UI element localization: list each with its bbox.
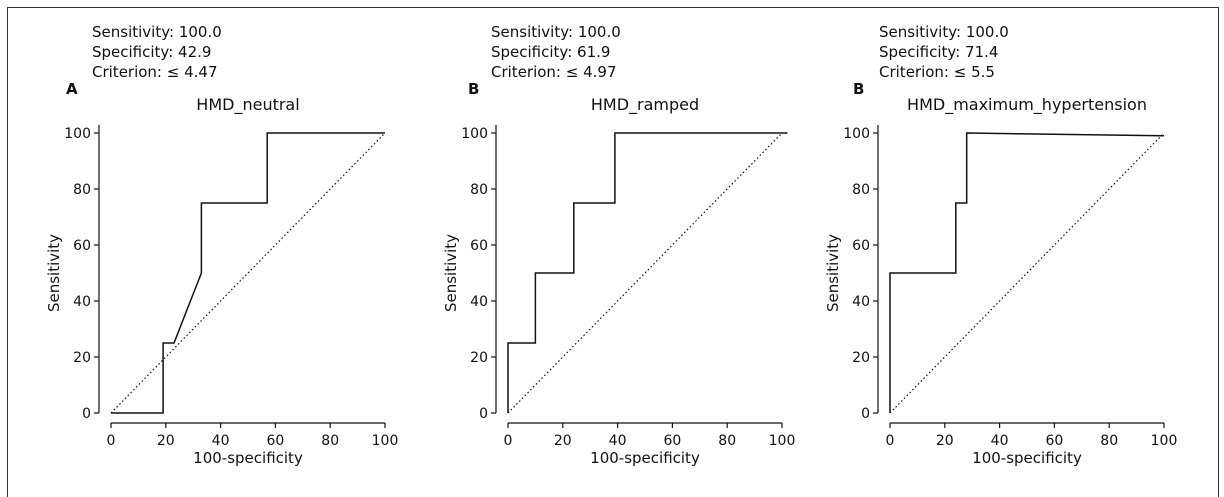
y-tick-label: 100 [843,126,870,142]
panel-letter: A [66,80,78,98]
x-tick-label: 100 [1151,433,1178,449]
y-tick-label: 60 [73,238,91,254]
y-tick-label: 100 [64,126,91,142]
x-tick-label: 40 [991,433,1009,449]
x-axis-label: 100-specificity [590,449,700,467]
x-tick-label: 20 [936,433,954,449]
y-tick-label: 40 [73,294,91,310]
x-tick-label: 40 [212,433,230,449]
y-tick-label: 80 [470,182,488,198]
roc-stats-c: Sensitivity: 100.0 Specificity: 71.4 Cri… [879,22,1009,82]
roc-curve-line [889,132,1165,413]
sensitivity-stat: Sensitivity: 100.0 [491,23,621,41]
y-tick-label: 60 [852,238,870,254]
x-tick-label: 0 [107,433,116,449]
x-tick-label: 80 [321,433,339,449]
roc-curve-line [507,132,788,413]
y-axis-label: Sensitivity [442,234,460,312]
specificity-stat: Specificity: 61.9 [491,43,611,61]
y-tick-label: 80 [852,182,870,198]
reference-diagonal-line [889,132,1165,414]
criterion-stat: Criterion: ≤ 5.5 [879,63,995,81]
roc-chart-c: HMD_maximum_hypertension 0 20 40 60 80 100 0 20 4… [824,95,1177,467]
chart-title: HMD_neutral [196,95,299,115]
y-tick-label: 20 [73,350,91,366]
x-tick-label: 20 [157,433,175,449]
roc-chart-a: HMD_neutral 0 20 40 60 80 100 0 20 40 60 80 100 100-s… [45,95,398,467]
roc-stats-a: Sensitivity: 100.0 Specificity: 42.9 Cri… [92,22,222,82]
y-axis-label: Sensitivity [45,234,63,312]
y-tick-label: 60 [470,238,488,254]
y-tick-label: 20 [852,350,870,366]
x-tick-label: 60 [663,433,681,449]
specificity-stat: Specificity: 71.4 [879,43,999,61]
x-tick-label: 80 [718,433,736,449]
criterion-stat: Criterion: ≤ 4.47 [92,63,218,81]
sensitivity-stat: Sensitivity: 100.0 [92,23,222,41]
roc-panel-a: Sensitivity: 100.0 Specificity: 42.9 Cri… [0,0,398,490]
chart-title: HMD_maximum_hypertension [907,95,1147,115]
reference-diagonal-line [110,132,386,414]
y-tick-label: 40 [852,294,870,310]
specificity-stat: Specificity: 42.9 [92,43,212,61]
x-tick-label: 0 [504,433,513,449]
sensitivity-stat: Sensitivity: 100.0 [879,23,1009,41]
x-tick-label: 40 [609,433,627,449]
panel-letter: B [468,80,480,98]
y-tick-label: 20 [470,350,488,366]
y-tick-label: 100 [461,126,488,142]
x-tick-label: 0 [886,433,895,449]
roc-chart-b: HMD_ramped 0 20 40 60 80 100 0 20 40 60 80 100 100-sp… [442,95,795,467]
roc-panel-b: Sensitivity: 100.0 Specificity: 61.9 Cri… [390,0,795,490]
roc-curve-line [111,132,385,414]
x-axis-label: 100-specificity [193,449,303,467]
x-tick-label: 100 [372,433,399,449]
criterion-stat: Criterion: ≤ 4.97 [491,63,617,81]
y-axis-label: Sensitivity [824,234,842,312]
y-tick-label: 0 [861,406,870,422]
x-tick-label: 80 [1100,433,1118,449]
y-tick-label: 40 [470,294,488,310]
x-tick-label: 60 [1045,433,1063,449]
panel-letter: B [853,80,865,98]
figure-frame [7,7,1219,497]
roc-panel-c: Sensitivity: 100.0 Specificity: 71.4 Cri… [780,0,1177,490]
reference-diagonal-line [507,132,783,414]
chart-title: HMD_ramped [591,95,699,115]
x-tick-label: 60 [266,433,284,449]
roc-stats-b: Sensitivity: 100.0 Specificity: 61.9 Cri… [491,22,621,82]
x-axis-label: 100-specificity [972,449,1082,467]
x-tick-label: 20 [554,433,572,449]
x-tick-label: 100 [769,433,796,449]
y-tick-label: 0 [479,406,488,422]
y-tick-label: 80 [73,182,91,198]
y-tick-label: 0 [82,406,91,422]
